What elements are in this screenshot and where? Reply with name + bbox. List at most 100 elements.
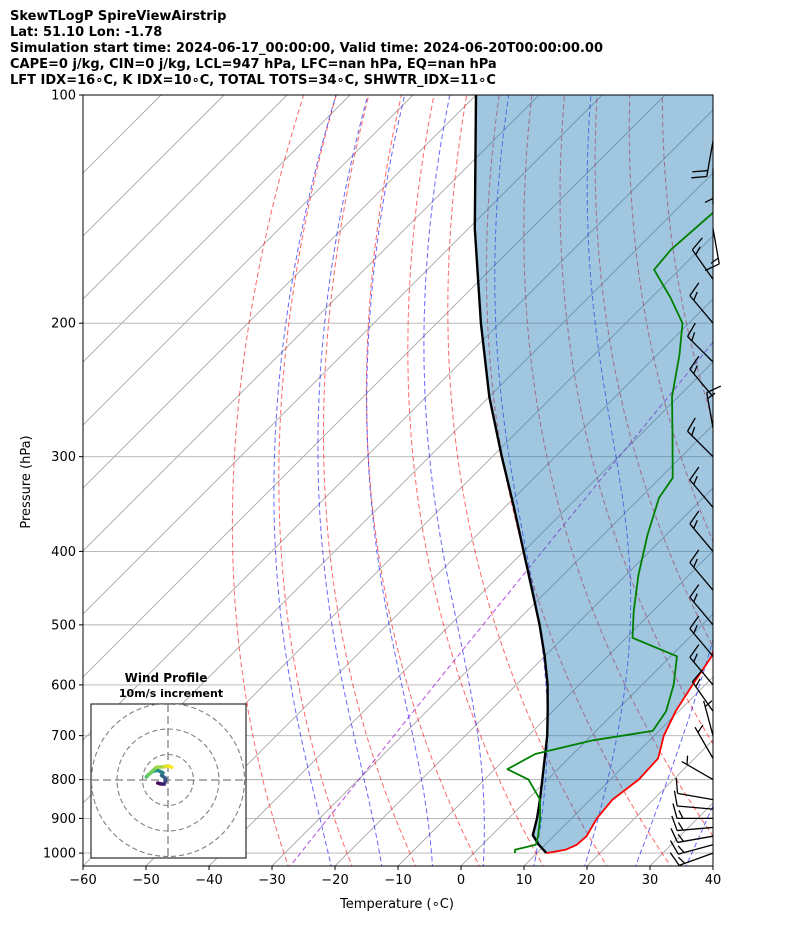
hodograph-title: Wind Profile — [125, 671, 208, 685]
isotherm-line — [83, 109, 713, 741]
barb-feather — [669, 852, 680, 866]
wind-barb — [689, 615, 714, 657]
hodograph-inset: Wind Profile 10m/s increment — [90, 671, 247, 859]
barb-feather — [689, 510, 700, 525]
barb-feather — [697, 724, 704, 733]
barb-feather — [691, 237, 703, 251]
x-tick-label: 20 — [579, 873, 596, 888]
barb-feather — [677, 845, 685, 853]
mixing-ratio-line — [289, 341, 713, 866]
wind-barbs — [669, 140, 722, 867]
axes: −60 −50 −40 −30 −20 −10 0 10 20 30 40 100 200 300 400 5… — [43, 89, 721, 889]
isotherm-line — [334, 487, 713, 866]
y-tick-label: 1000 — [43, 847, 76, 862]
thermo-params-line: CAPE=0 j/kg, CIN=0 j/kg, LCL=947 hPa, LF… — [10, 57, 497, 72]
isotherm-line — [397, 550, 713, 866]
barb-feather — [686, 755, 689, 765]
hodograph-subtitle: 10m/s increment — [119, 687, 223, 700]
wind-barb — [686, 417, 714, 458]
x-tick-label: 40 — [705, 873, 722, 888]
barb-feather — [689, 356, 700, 370]
barb-feather — [670, 828, 679, 843]
wind-barb — [704, 168, 714, 205]
barb-feather — [695, 678, 701, 687]
wind-barb — [675, 777, 714, 801]
dry-adiabat-line — [559, 95, 713, 745]
barb-feather — [689, 615, 700, 630]
barb-feather — [691, 426, 696, 436]
profile-lines — [473, 95, 713, 854]
dry-adiabat-line — [231, 95, 305, 866]
isotherm-line — [208, 361, 713, 866]
dry-adiabat-line — [365, 95, 481, 866]
barb-feather — [669, 840, 679, 855]
dry-adiabat-line — [628, 95, 713, 543]
wind-barb — [689, 356, 714, 398]
x-tick-label: −10 — [384, 873, 411, 888]
barb-feather — [692, 169, 708, 173]
time-line: Simulation start time: 2024-06-17_00:00:… — [10, 41, 603, 56]
barb-feather — [704, 700, 713, 708]
barb-feather — [671, 815, 678, 831]
isotherm-line — [145, 298, 713, 866]
wind-barb — [673, 790, 714, 810]
barb-feather — [693, 593, 698, 603]
dry-adiabat-line — [447, 95, 608, 866]
x-tick-label: 10 — [516, 873, 533, 888]
wind-barb — [689, 466, 714, 508]
barb-feather — [677, 833, 684, 842]
wind-barb — [691, 669, 714, 712]
dewpoint-profile-line — [506, 211, 713, 854]
y-tick-label: 400 — [51, 545, 76, 560]
wind-barb — [694, 724, 714, 759]
wind-barb — [671, 815, 714, 832]
barb-feather — [686, 417, 696, 432]
moist-adiabat-line — [317, 95, 383, 866]
parcel-profile-line — [473, 95, 549, 854]
x-tick-label: 0 — [457, 873, 465, 888]
isotherm-line — [83, 95, 477, 489]
barb-feather — [691, 332, 696, 341]
barb-feather — [677, 856, 686, 864]
hodograph-segment — [166, 764, 174, 769]
wind-barb — [672, 803, 713, 820]
x-tick-label: −30 — [258, 873, 285, 888]
barb-feather — [704, 197, 714, 204]
barb-staff — [689, 479, 714, 508]
isotherm-line — [83, 95, 225, 237]
isotherm-line — [83, 95, 666, 678]
isotherm-line — [83, 95, 351, 363]
barb-feather — [689, 466, 700, 481]
barb-feather — [693, 624, 698, 634]
x-tick-label: −20 — [321, 873, 348, 888]
index-params-line: LFT IDX=16∘C, K IDX=10∘C, TOTAL TOTS=34∘… — [10, 73, 496, 88]
y-tick-label: 800 — [51, 773, 76, 788]
barb-staff — [677, 792, 714, 801]
x-tick-label: −50 — [132, 873, 159, 888]
barb-feather — [693, 519, 698, 529]
wind-barb — [669, 852, 714, 867]
barb-staff — [691, 249, 714, 280]
moist-adiabat-line — [494, 95, 548, 866]
x-tick-label: 30 — [642, 873, 659, 888]
y-tick-label: 600 — [51, 678, 76, 693]
barb-feather — [689, 584, 700, 598]
wind-barb — [669, 840, 714, 855]
dry-adiabat-line — [523, 95, 713, 837]
moist-adiabat-line — [584, 95, 632, 866]
barb-feather — [675, 777, 679, 794]
wind-barb — [689, 282, 714, 324]
barb-feather — [693, 476, 698, 485]
y-tick-label: 500 — [51, 618, 76, 633]
barb-feather — [707, 392, 716, 400]
barb-feather — [693, 653, 698, 663]
wind-barb — [703, 700, 714, 736]
temperature-profile-line — [546, 648, 713, 854]
wind-barb — [686, 322, 714, 363]
barb-feather — [673, 790, 678, 807]
barb-feather — [704, 263, 720, 272]
x-axis-label: Temperature (∘C) — [339, 897, 454, 912]
moist-adiabat-line — [366, 95, 434, 866]
barb-feather — [678, 810, 684, 819]
